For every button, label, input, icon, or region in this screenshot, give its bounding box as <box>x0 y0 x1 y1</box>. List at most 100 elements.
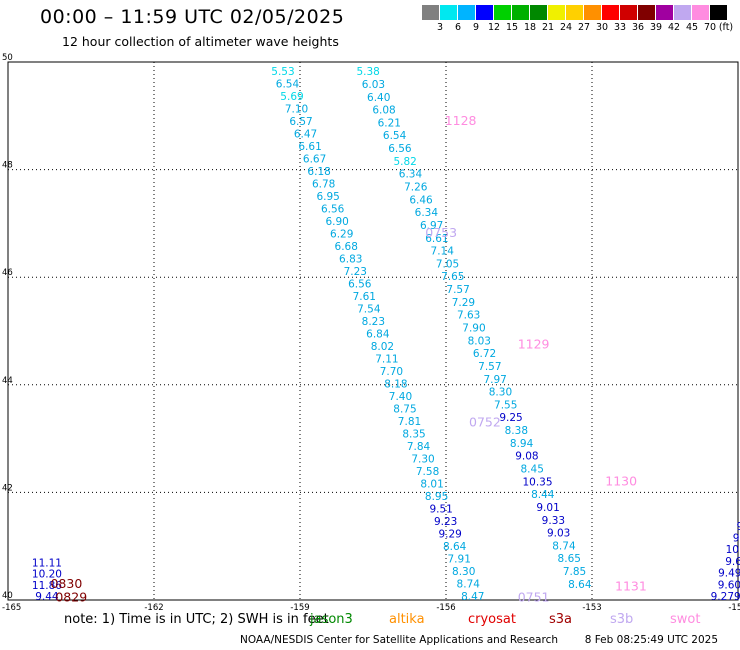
scale-swatch <box>692 5 710 20</box>
satellite-jason3: jason3 <box>310 612 353 627</box>
swh-value: 8.03 <box>468 335 491 347</box>
scale-label: 18 <box>523 22 537 33</box>
x-tick-label: -150 <box>728 603 740 612</box>
swh-value: 8.95 <box>425 491 448 503</box>
swh-value: 9.23 <box>434 516 457 528</box>
swh-value: 6.18 <box>307 166 330 178</box>
scale-unit: (ft) <box>718 22 734 33</box>
plot-frame <box>7 61 739 601</box>
scale-swatch <box>458 5 476 20</box>
scale-label: 3 <box>436 22 444 33</box>
wave-height-map: -165 -162 -159 -156 -153 -150 40 42 44 46 48 50 5.53… <box>2 53 740 612</box>
swh-value: 6.56 <box>388 143 412 155</box>
scale-swatch <box>710 5 728 20</box>
swh-value: 7.57 <box>446 284 469 296</box>
scale-swatch <box>584 5 602 20</box>
pass-id-label: 1128 <box>445 113 477 128</box>
swh-value: 9.60 <box>718 579 740 591</box>
swh-value: 8.30 <box>489 387 512 399</box>
swh-value: 7.10 <box>285 104 308 116</box>
satellite-s3a: s3a <box>549 612 573 627</box>
scale-swatch <box>674 5 692 20</box>
swh-value: 6.67 <box>303 154 326 166</box>
pass-id-label: 0751 <box>518 589 550 604</box>
scale-label: 9 <box>472 22 480 33</box>
scale-swatch <box>548 5 566 20</box>
x-tick-label: -156 <box>436 603 455 612</box>
x-tick-label: -159 <box>290 603 309 612</box>
scale-swatch <box>530 5 548 20</box>
swh-value: 6.47 <box>294 129 317 141</box>
swh-value: 7.85 <box>563 566 586 578</box>
scale-label: 15 <box>505 22 519 33</box>
scale-label: 70 <box>703 22 717 33</box>
swh-value: 7.90 <box>462 323 485 335</box>
swh-value: 7.55 <box>494 399 517 411</box>
swh-value: 6.34 <box>415 207 439 219</box>
swh-value: 7.65 <box>441 271 464 283</box>
swh-value: 6.72 <box>473 348 496 360</box>
pass-id-label: 1131 <box>615 579 647 594</box>
swh-value: 10.35 <box>522 476 552 488</box>
scale-label: 12 <box>487 22 501 33</box>
swh-value: 9.279 <box>711 591 740 603</box>
swh-value: 6.03 <box>362 79 385 91</box>
swh-value: 8.01 <box>420 479 443 491</box>
swh-value: 6.61 <box>425 233 448 245</box>
swh-value: 9.01 <box>536 502 559 514</box>
swh-value: 6.34 <box>399 169 423 181</box>
swh-value: 9.33 <box>542 515 565 527</box>
x-tick-label: -162 <box>144 603 163 612</box>
scale-swatch <box>440 5 458 20</box>
scale-label: 36 <box>631 22 645 33</box>
swh-value: 9.29 <box>438 529 461 541</box>
x-tick-label: -153 <box>582 603 601 612</box>
swh-value: 6.56 <box>348 279 372 291</box>
swh-value: 7.81 <box>398 416 421 428</box>
swh-value: 10. <box>726 544 740 556</box>
swh-value: 9.25 <box>499 412 522 424</box>
swh-value: 6.83 <box>339 254 362 266</box>
swh-value: 5.69 <box>280 91 303 103</box>
scale-swatch <box>566 5 584 20</box>
swh-value: 8.74 <box>457 579 481 591</box>
swh-value: 7.70 <box>380 366 403 378</box>
swh-value: 6.08 <box>372 105 395 117</box>
swh-value: 7.54 <box>357 304 381 316</box>
scale-label: 6 <box>454 22 462 33</box>
swh-value: 7.40 <box>389 391 412 403</box>
swh-value: 11.11 <box>32 557 62 569</box>
satellite-swot: swot <box>670 612 701 627</box>
swh-value: 9. <box>733 533 740 545</box>
swh-value: 11.86 <box>32 580 62 592</box>
swh-value: 6.95 <box>316 191 339 203</box>
satellite-s3b: s3b <box>610 612 634 627</box>
swh-value: 8.94 <box>510 438 534 450</box>
swh-value: 8.44 <box>531 489 555 501</box>
satellite-cryosat: cryosat <box>468 612 516 627</box>
swh-value: 5.38 <box>356 66 379 78</box>
swh-value: 7.97 <box>483 374 506 386</box>
swh-value: 6.29 <box>330 229 353 241</box>
scale-label: 24 <box>559 22 573 33</box>
y-tick-label: 46 <box>2 268 13 278</box>
swh-value: 6.21 <box>378 117 401 129</box>
swh-value: 8.64 <box>568 579 592 591</box>
pass-id-label: 1129 <box>518 336 550 351</box>
chart-title: 00:00 – 11:59 UTC 02/05/2025 <box>40 6 345 28</box>
swh-value: 7.05 <box>436 258 459 270</box>
swh-value: 6.78 <box>312 179 335 191</box>
satellite-altika: altika <box>389 612 425 627</box>
swh-value: 6.97 <box>420 220 443 232</box>
swh-value: 8.65 <box>558 553 581 565</box>
swh-value: 6.84 <box>366 329 390 341</box>
generated-timestamp: 8 Feb 08:25:49 UTC 2025 <box>584 634 719 646</box>
pass-id-label: 0829 <box>55 589 87 604</box>
swh-value: 9.6 <box>725 556 740 568</box>
scale-swatch <box>638 5 656 20</box>
swh-value: 8.30 <box>452 566 475 578</box>
y-tick-label: 40 <box>2 591 13 601</box>
swh-value: 7.58 <box>416 466 439 478</box>
credit-text: NOAA/NESDIS Center for Satellite Applica… <box>240 634 558 646</box>
scale-label: 33 <box>613 22 627 33</box>
